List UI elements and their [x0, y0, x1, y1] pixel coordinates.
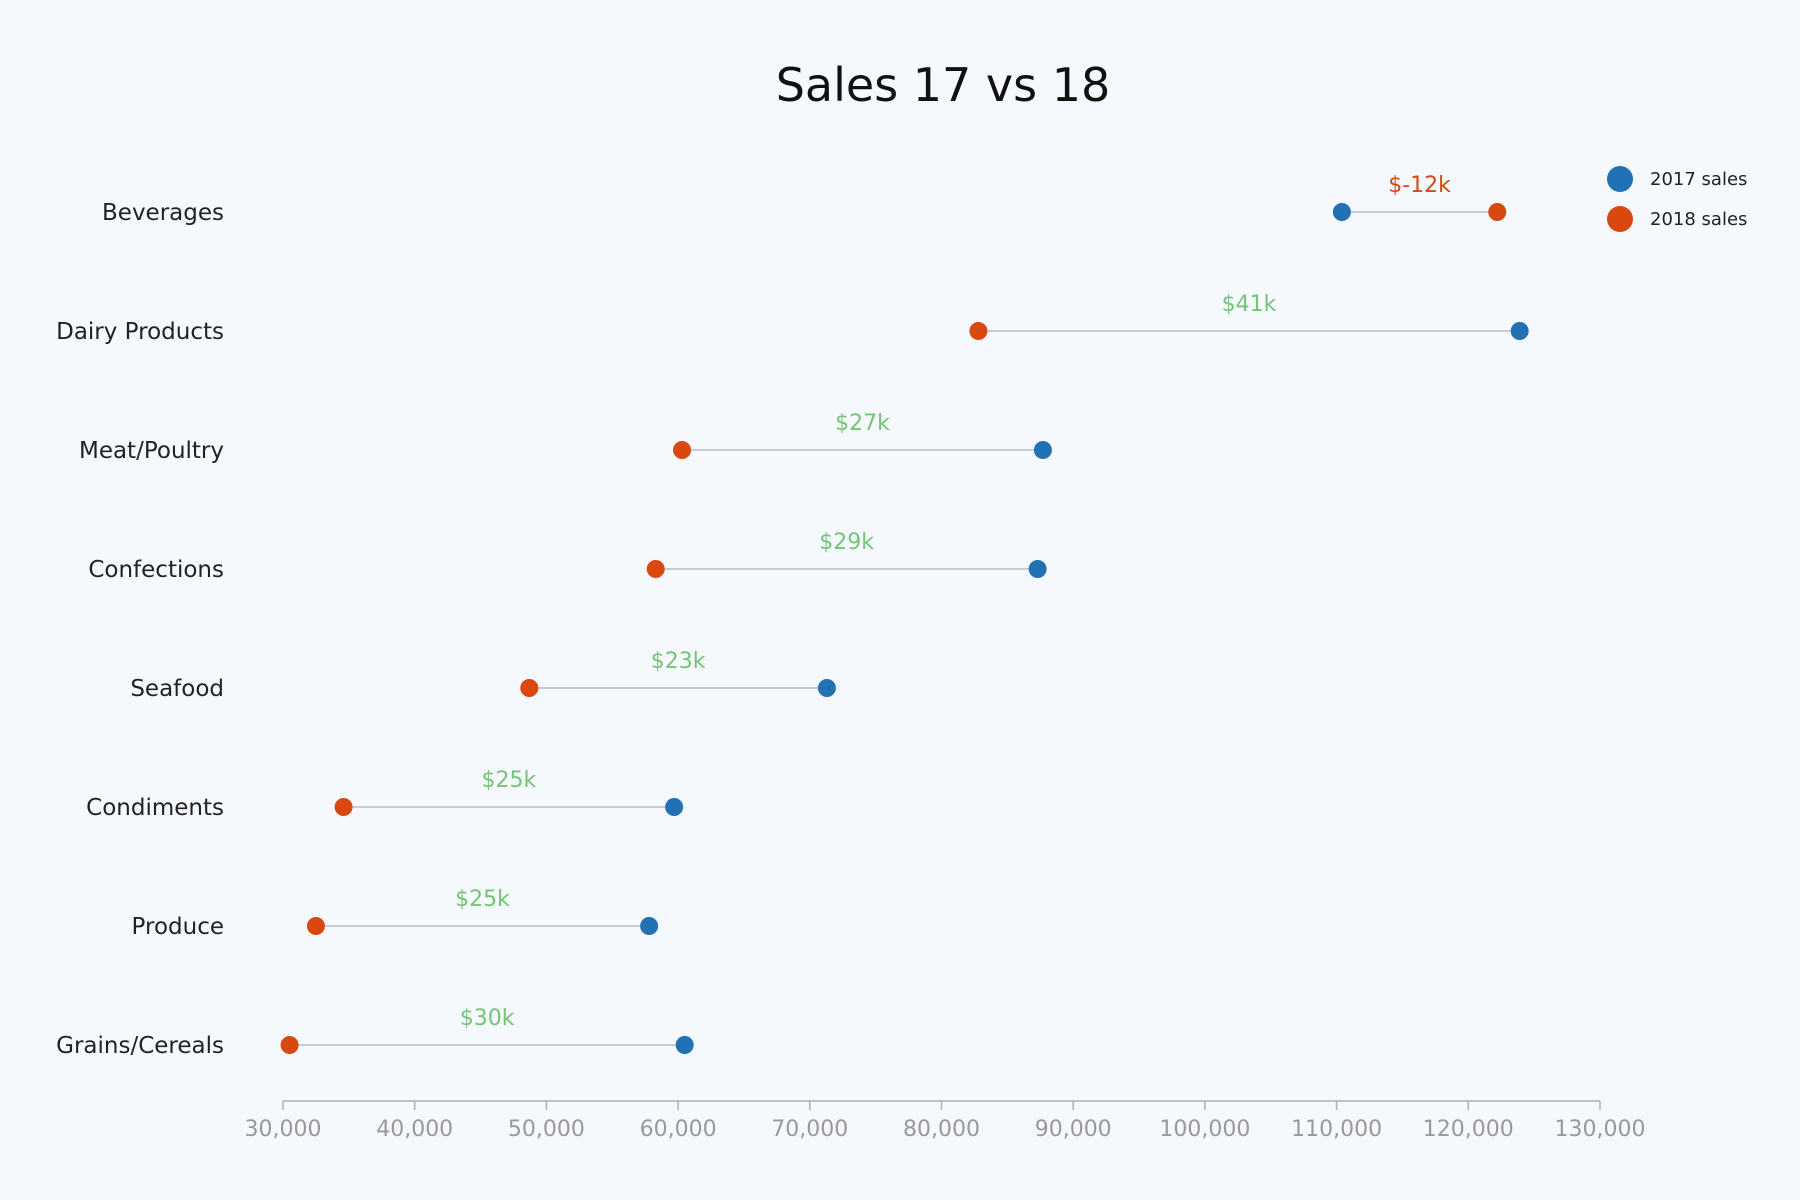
- category-label: Meat/Poultry: [79, 438, 224, 464]
- x-tick-label: 30,000: [245, 1117, 322, 1142]
- category-label: Produce: [132, 914, 224, 940]
- dumbbell-row: Seafood $23k: [130, 649, 836, 702]
- x-tick-label: 60,000: [640, 1117, 717, 1142]
- legend-marker: [1607, 166, 1633, 192]
- point-2017-sales: [1028, 560, 1047, 578]
- point-2018-sales: [334, 798, 353, 816]
- dumbbell-row: Meat/Poultry $27k: [79, 411, 1052, 464]
- difference-label: $29k: [819, 530, 874, 555]
- x-tick-label: 50,000: [508, 1117, 585, 1142]
- difference-label: $27k: [835, 411, 890, 436]
- category-label: Seafood: [130, 676, 224, 702]
- difference-label: $41k: [1222, 292, 1277, 317]
- legend-label: 2018 sales: [1650, 209, 1747, 230]
- x-tick-label: 40,000: [376, 1117, 453, 1142]
- point-2017-sales: [1510, 322, 1529, 340]
- dumbbell-row: Confections $29k: [88, 530, 1047, 583]
- difference-label: $25k: [481, 768, 536, 793]
- category-label: Grains/Cereals: [56, 1033, 224, 1059]
- x-tick-label: 130,000: [1555, 1117, 1646, 1142]
- difference-label: $30k: [460, 1006, 515, 1031]
- x-tick-label: 80,000: [903, 1117, 980, 1142]
- dumbbell-row: Dairy Products $41k: [56, 292, 1529, 345]
- category-label: Confections: [88, 557, 224, 583]
- point-2018-sales: [969, 322, 988, 340]
- chart-title: Sales 17 vs 18: [776, 58, 1111, 112]
- point-2017-sales: [817, 679, 836, 697]
- x-tick-label: 120,000: [1423, 1117, 1514, 1142]
- difference-label: $-12k: [1388, 173, 1451, 198]
- point-2017-sales: [675, 1036, 694, 1054]
- legend-marker: [1607, 206, 1633, 232]
- point-2018-sales: [646, 560, 665, 578]
- dumbbell-row: Produce $25k: [132, 887, 659, 940]
- dumbbell-row: Condiments $25k: [86, 768, 684, 821]
- x-tick-label: 100,000: [1159, 1117, 1250, 1142]
- category-label: Dairy Products: [56, 319, 224, 345]
- point-2017-sales: [1332, 203, 1351, 221]
- point-2017-sales: [665, 798, 684, 816]
- point-2017-sales: [1033, 441, 1052, 459]
- category-label: Condiments: [86, 795, 224, 821]
- point-2018-sales: [1488, 203, 1507, 221]
- legend: 2017 sales 2018 sales: [1607, 166, 1747, 232]
- x-tick-label: 70,000: [771, 1117, 848, 1142]
- point-2018-sales: [280, 1036, 299, 1054]
- x-tick-label: 90,000: [1035, 1117, 1112, 1142]
- dumbbell-row: Grains/Cereals $30k: [56, 1006, 694, 1059]
- point-2017-sales: [640, 917, 659, 935]
- difference-label: $23k: [651, 649, 706, 674]
- point-2018-sales: [306, 917, 325, 935]
- dumbbell-row: Beverages $-12k: [102, 173, 1507, 226]
- difference-label: $25k: [455, 887, 510, 912]
- chart-rows: Beverages $-12k Dairy Products $41k Meat/Pou…: [56, 173, 1529, 1059]
- point-2018-sales: [673, 441, 692, 459]
- x-axis: 30,000 40,000 50,000 60,000 70,000 80,000 90,0…: [245, 1100, 1646, 1142]
- legend-label: 2017 sales: [1650, 169, 1747, 190]
- category-label: Beverages: [102, 200, 224, 226]
- x-tick-label: 110,000: [1291, 1117, 1382, 1142]
- point-2018-sales: [520, 679, 539, 697]
